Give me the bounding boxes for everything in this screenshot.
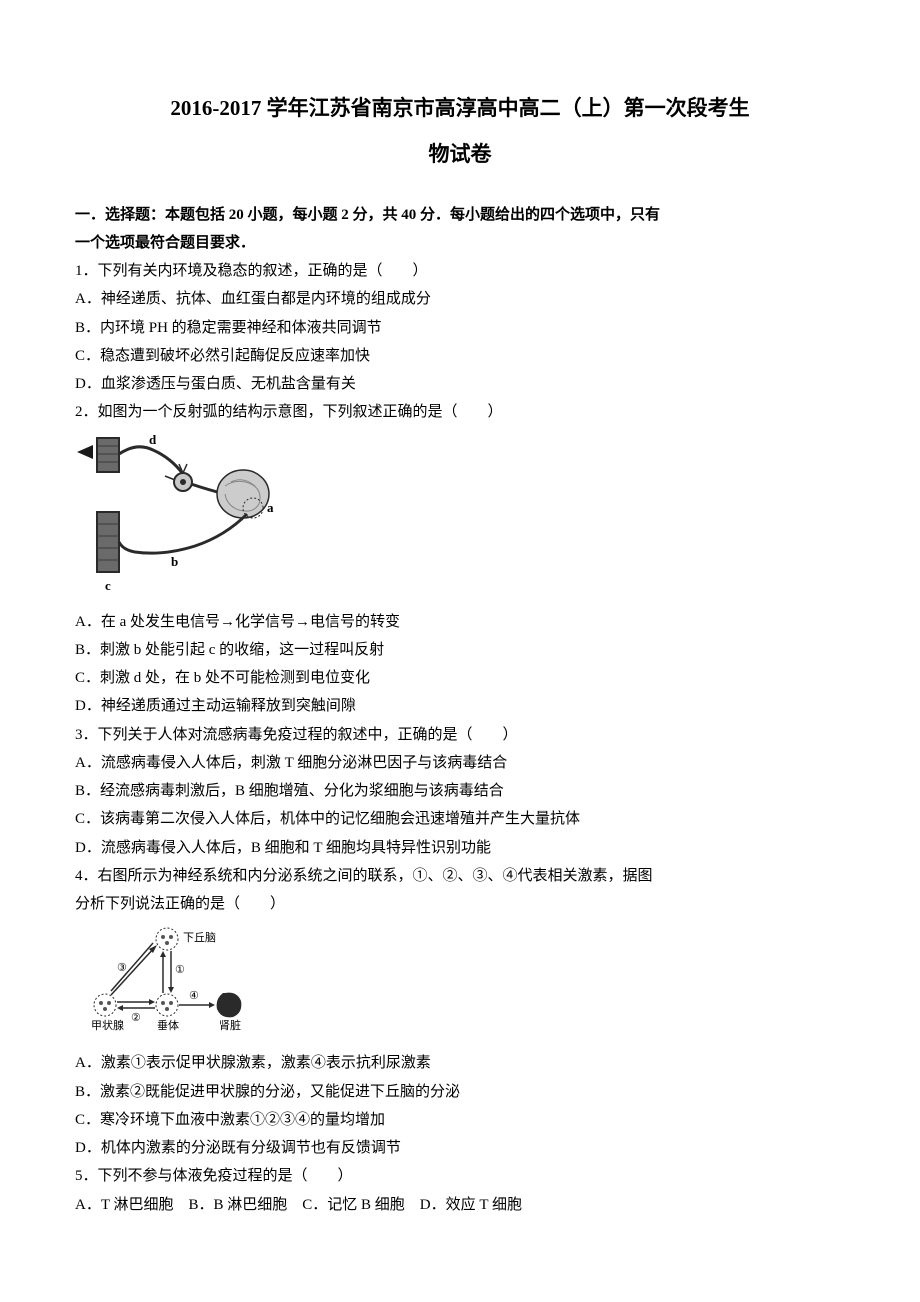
q4-diagram-endocrine: 下丘脑 ① ② ③ ④ [75,925,845,1040]
q1-option-d: D．血浆渗透压与蛋白质、无机盐含量有关 [75,371,845,397]
q4-label-pituitary: 垂体 [157,1018,179,1032]
q2-label-c: c [105,578,111,593]
q1-option-a: A．神经递质、抗体、血红蛋白都是内环境的组成成分 [75,286,845,312]
exam-title-line1: 2016-2017 学年江苏省南京市高淳高中高二（上）第一次段考生 [75,90,845,128]
q3-option-c: C．该病毒第二次侵入人体后，机体中的记忆细胞会迅速增殖并产生大量抗体 [75,806,845,832]
q2-option-a: A．在 a 处发生电信号→化学信号→电信号的转变 [75,609,845,635]
q2-option-c: C．刺激 d 处，在 b 处不可能检测到电位变化 [75,665,845,691]
q4-option-c: C．寒冷环境下血液中激素①②③④的量均增加 [75,1107,845,1133]
q4-option-a: A．激素①表示促甲状腺激素，激素④表示抗利尿激素 [75,1050,845,1076]
q3-stem: 3．下列关于人体对流感病毒免疫过程的叙述中，正确的是（ ） [75,722,845,748]
q2-option-d: D．神经递质通过主动运输释放到突触间隙 [75,693,845,719]
q4-stem-line2: 分析下列说法正确的是（ ） [75,891,845,917]
section-header-line2: 一个选项最符合题目要求． [75,230,845,256]
q4-stem-line1: 4．右图所示为神经系统和内分泌系统之间的联系，①、②、③、④代表相关激素，据图 [75,863,845,889]
q4-label-2: ② [131,1012,141,1024]
q1-option-b: B．内环境 PH 的稳定需要神经和体液共同调节 [75,315,845,341]
q3-option-a: A．流感病毒侵入人体后，刺激 T 细胞分泌淋巴因子与该病毒结合 [75,750,845,776]
q2-diagram-reflex-arc: d a b c [75,434,845,599]
q4-label-4: ④ [189,990,199,1002]
q2-label-b: b [171,554,178,569]
q4-option-d: D．机体内激素的分泌既有分级调节也有反馈调节 [75,1135,845,1161]
q2-stem: 2．如图为一个反射弧的结构示意图，下列叙述正确的是（ ） [75,399,845,425]
section-header-line1: 一．选择题：本题包括 20 小题，每小题 2 分，共 40 分．每小题给出的四个… [75,202,845,228]
q3-option-d: D．流感病毒侵入人体后，B 细胞和 T 细胞均具特异性识别功能 [75,835,845,861]
q4-label-3: ③ [117,962,127,974]
q3-option-b: B．经流感病毒刺激后，B 细胞增殖、分化为浆细胞与该病毒结合 [75,778,845,804]
q5-options: A．T 淋巴细胞 B．B 淋巴细胞 C．记忆 B 细胞 D．效应 T 细胞 [75,1192,845,1218]
q4-option-b: B．激素②既能促进甲状腺的分泌，又能促进下丘脑的分泌 [75,1079,845,1105]
q4-label-hypothalamus: 下丘脑 [183,931,216,944]
q1-stem: 1．下列有关内环境及稳态的叙述，正确的是（ ） [75,258,845,284]
q4-label-kidney: 肾脏 [219,1019,241,1032]
q2-option-b: B．刺激 b 处能引起 c 的收缩，这一过程叫反射 [75,637,845,663]
q2-label-a: a [267,500,274,515]
q5-stem: 5．下列不参与体液免疫过程的是（ ） [75,1163,845,1189]
q4-label-thyroid: 甲状腺 [91,1018,124,1032]
q2-label-d: d [149,434,157,447]
q4-label-1: ① [175,964,185,976]
q1-option-c: C．稳态遭到破坏必然引起酶促反应速率加快 [75,343,845,369]
exam-title-line2: 物试卷 [75,136,845,174]
